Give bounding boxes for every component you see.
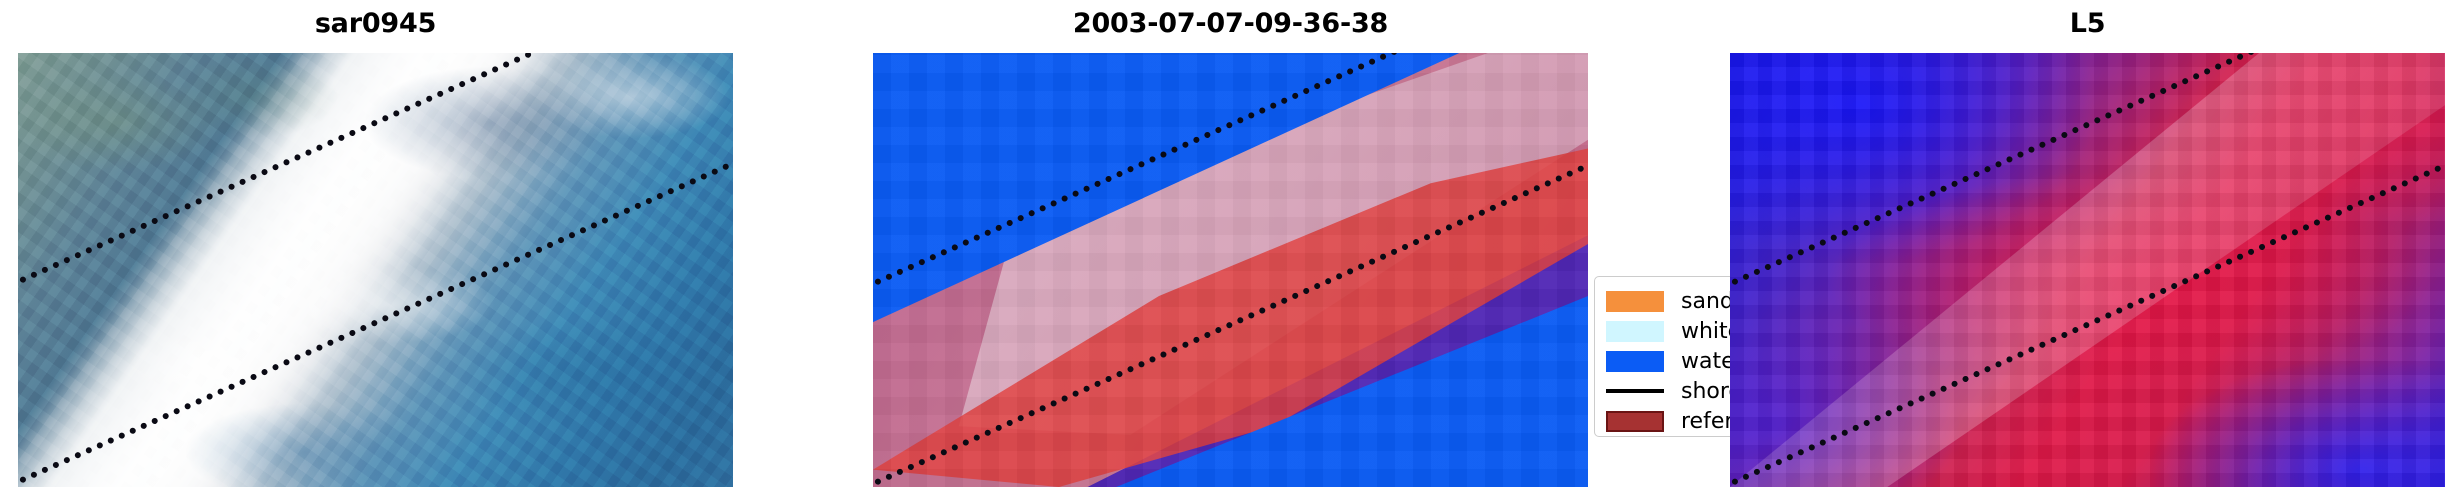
l5-pixel-grid-top (1730, 53, 2445, 487)
panel-sar0945[interactable] (18, 53, 733, 487)
legend-item-sand[interactable]: sand (1606, 286, 1883, 316)
class-pixel-grid (873, 53, 1588, 487)
sand-swatch-icon (1606, 290, 1664, 312)
panel-timestamp[interactable] (873, 53, 1588, 487)
panel-l5-overlap-cover[interactable] (1730, 53, 2445, 487)
sar0945-features (18, 53, 733, 487)
panel-title-sar0945: sar0945 (314, 8, 437, 39)
reference-swatch-icon (1606, 410, 1664, 432)
whitewater-swatch-icon (1606, 320, 1664, 342)
l5-beach-upper-right-top (1730, 53, 2445, 487)
shoreline-line-icon (1606, 381, 1664, 402)
legend-label-sand: sand (1681, 288, 1734, 314)
panel-title-l5: L5 (2069, 8, 2106, 39)
water-swatch-icon (1606, 350, 1664, 372)
sar0945-texture (18, 53, 733, 487)
panel-title-timestamp: 2003-07-07-09-36-38 (1072, 8, 1389, 39)
